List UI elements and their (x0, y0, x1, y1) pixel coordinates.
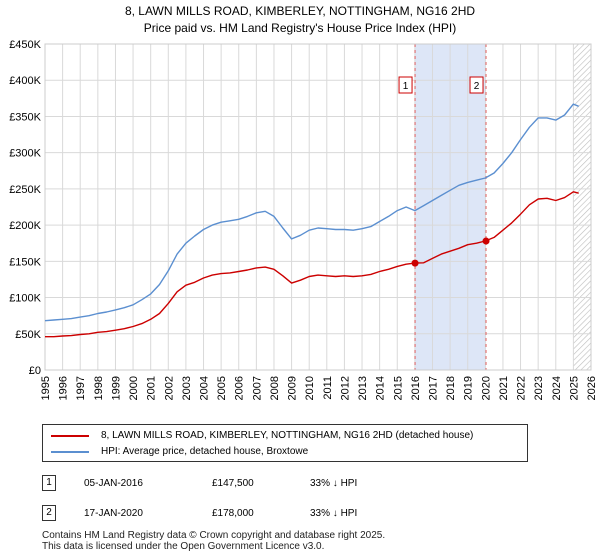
x-tick-label: 2012 (339, 376, 351, 400)
transaction-marker-badge: 2 (42, 505, 56, 521)
transaction-hpi-diff: 33% ↓ HPI (310, 508, 358, 519)
plot-area (45, 44, 591, 370)
x-tick-label: 2016 (410, 376, 422, 400)
plot-border (44, 43, 592, 371)
chart-legend: 8, LAWN MILLS ROAD, KIMBERLEY, NOTTINGHA… (42, 424, 528, 462)
x-tick-label: 2001 (146, 376, 158, 400)
transaction-point (411, 259, 419, 267)
x-tick-label: 2019 (463, 376, 475, 400)
x-tick-label: 2023 (533, 376, 545, 400)
x-tick-label: 2026 (586, 376, 598, 400)
x-tick-label: 2014 (375, 376, 387, 400)
x-tick-label: 2006 (234, 376, 246, 400)
x-tick-label: 2007 (251, 376, 263, 400)
x-tick-label: 2021 (498, 376, 510, 400)
legend-swatch-property (51, 435, 89, 437)
x-tick-label: 1996 (58, 376, 70, 400)
transaction-marker-badge: 1 (42, 475, 56, 491)
x-tick-label: 2013 (357, 376, 369, 400)
y-tick-label: £50K (15, 329, 41, 341)
x-tick-label: 2009 (287, 376, 299, 400)
x-tick-label: 2011 (322, 376, 334, 400)
forecast-hatch-region (573, 44, 591, 370)
x-tick-label: 2024 (551, 376, 563, 400)
x-tick-label: 2022 (516, 376, 528, 400)
transaction-price: £147,500 (212, 478, 254, 489)
y-tick-label: £200K (9, 220, 41, 232)
x-tick-label: 2020 (480, 376, 492, 400)
legend-label-hpi: HPI: Average price, detached house, Brox… (101, 446, 309, 457)
transaction-label-box (398, 76, 413, 94)
property-price-line (45, 191, 579, 338)
x-tick-label: 2010 (304, 376, 316, 400)
y-tick-label: £0 (29, 365, 41, 377)
x-tick-label: 2025 (568, 376, 580, 400)
y-tick-label: £250K (9, 184, 41, 196)
x-tick-label: 2005 (216, 376, 228, 400)
transaction-label: 1 (403, 81, 409, 92)
y-tick-label: £300K (9, 148, 41, 160)
transaction-label: 2 (474, 81, 480, 92)
transaction-hpi-diff: 33% ↓ HPI (310, 478, 358, 489)
legend-label-property: 8, LAWN MILLS ROAD, KIMBERLEY, NOTTINGHA… (101, 430, 474, 441)
x-tick-label: 2004 (199, 376, 211, 400)
hpi-line (44, 103, 579, 322)
y-tick-label: £150K (9, 256, 41, 268)
footer-licence: This data is licensed under the Open Gov… (42, 541, 325, 552)
x-tick-label: 2008 (269, 376, 281, 400)
y-tick-label: £450K (9, 39, 41, 51)
x-tick-label: 1999 (110, 376, 122, 400)
x-tick-label: 2003 (181, 376, 193, 400)
y-tick-label: £350K (9, 111, 41, 123)
transaction-date: 05-JAN-2016 (84, 478, 143, 489)
x-tick-label: 2017 (427, 376, 439, 400)
x-tick-label: 1997 (75, 376, 87, 400)
x-tick-label: 1995 (40, 376, 52, 400)
x-tick-label: 2000 (128, 376, 140, 400)
x-tick-label: 1998 (93, 376, 105, 400)
chart-title: 8, LAWN MILLS ROAD, KIMBERLEY, NOTTINGHA… (125, 4, 475, 18)
footer-copyright: Contains HM Land Registry data © Crown c… (42, 530, 386, 541)
transaction-price: £178,000 (212, 508, 254, 519)
chart-subtitle: Price paid vs. HM Land Registry's House … (144, 21, 456, 35)
transaction-point (482, 237, 490, 245)
x-tick-label: 2002 (163, 376, 175, 400)
y-tick-label: £100K (9, 293, 41, 305)
price-chart: 8, LAWN MILLS ROAD, KIMBERLEY, NOTTINGHA… (9, 4, 598, 400)
transaction-date: 17-JAN-2020 (84, 508, 143, 519)
footer: Contains HM Land Registry data © Crown c… (42, 530, 385, 552)
transaction-label-box (469, 76, 484, 94)
legend-swatch-hpi (51, 451, 89, 453)
y-tick-label: £400K (9, 75, 41, 87)
x-tick-label: 2015 (392, 376, 404, 400)
x-tick-label: 2018 (445, 376, 457, 400)
